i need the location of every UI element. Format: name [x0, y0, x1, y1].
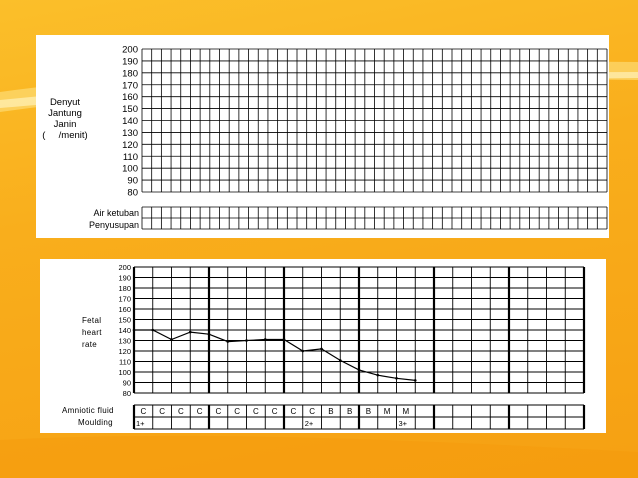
- amniotic-fluid-cell: C: [140, 407, 146, 416]
- fetal-heart-rate-point: [301, 349, 305, 353]
- amniotic-fluid-cell: C: [215, 407, 221, 416]
- top-ytick-label: 100: [122, 164, 138, 175]
- fetal-heart-rate-point: [320, 347, 323, 351]
- amniotic-fluid-cell: C: [309, 407, 315, 416]
- bottom-ylabel-line: rate: [82, 340, 97, 349]
- top-ytick-label: 120: [122, 140, 138, 151]
- bottom-ytick-label: 140: [118, 326, 131, 335]
- amniotic-fluid-cell: B: [347, 407, 352, 416]
- bottom-ytick-label: 170: [118, 295, 131, 304]
- fetal-heart-rate-point: [132, 328, 136, 332]
- bottom-ylabel-line: heart: [82, 328, 102, 337]
- bottom-ytick-label: 100: [118, 368, 131, 377]
- amniotic-fluid-cell: M: [403, 407, 410, 416]
- top-ytick-label: 130: [122, 128, 138, 139]
- top-chart-ylabel: Denyut Jantung Janin ( /menit): [38, 97, 92, 141]
- bottom-ytick-label: 190: [118, 274, 131, 283]
- top-ytick-label: 90: [127, 176, 138, 187]
- amniotic-fluid-cell: C: [197, 407, 203, 416]
- fetal-heart-rate-point: [151, 328, 155, 332]
- amniotic-fluid-cell: B: [328, 407, 333, 416]
- top-ytick-label: 190: [122, 56, 138, 67]
- top-ylabel-line: ( /menit): [42, 130, 88, 141]
- top-ytick-label: 140: [122, 116, 138, 127]
- fetal-heart-rate-point: [376, 373, 380, 377]
- fetal-heart-rate-point: [338, 359, 342, 362]
- fetal-heart-rate-point: [188, 330, 192, 334]
- bottom-chart-ylabel: Fetal heart rate: [82, 315, 102, 351]
- amniotic-fluid-cell: B: [366, 407, 371, 416]
- moulding-cell: 2+: [305, 419, 314, 428]
- top-ytick-label: 110: [123, 152, 138, 163]
- top-row-label-moulding: Penyusupan: [88, 220, 139, 230]
- amniotic-fluid-cell: C: [234, 407, 240, 416]
- top-chart-panel: 200 190 180 170 160 150 140 130 120 110 100 90 80 De…: [36, 35, 609, 238]
- top-ylabel-line: Denyut: [49, 97, 81, 108]
- fetal-heart-rate-point: [357, 368, 361, 372]
- amniotic-fluid-cell: C: [159, 407, 165, 416]
- moulding-cell: 1+: [136, 419, 145, 428]
- amniotic-fluid-cell: C: [253, 407, 259, 416]
- fetal-heart-rate-point: [395, 377, 398, 380]
- top-ytick-label: 200: [122, 45, 138, 56]
- top-ytick-label: 170: [122, 80, 138, 91]
- bottom-ytick-label: 200: [118, 263, 131, 272]
- bottom-ytick-label: 110: [119, 358, 131, 367]
- amniotic-fluid-cell: C: [290, 407, 296, 416]
- fetal-heart-rate-point: [263, 338, 267, 341]
- bottom-row-label-moulding: Moulding: [78, 418, 113, 427]
- fetal-heart-rate-line: [134, 329, 416, 381]
- bottom-row-label-amniotic: Amniotic fluid: [62, 406, 114, 415]
- bottom-ytick-label: 160: [118, 305, 131, 314]
- fetal-heart-rate-point: [226, 340, 230, 343]
- fetal-heart-rate-point: [207, 332, 211, 336]
- bottom-ytick-label: 180: [118, 284, 131, 293]
- fetal-heart-rate-point: [170, 338, 173, 341]
- bottom-ytick-label: 120: [118, 347, 131, 356]
- fetal-heart-rate-point: [245, 339, 248, 342]
- top-ylabel-line: Janin: [53, 119, 77, 130]
- fetal-heart-rate-point: [413, 379, 417, 382]
- top-ytick-label: 160: [122, 92, 138, 103]
- amniotic-fluid-cell: C: [178, 407, 184, 416]
- bottom-chart-panel: 200 190 180 170 160 150 140 130 120 110 100 90 80 C C C…: [40, 259, 606, 433]
- top-ytick-label: 150: [122, 104, 138, 115]
- bottom-ylabel-line: Fetal: [82, 316, 102, 325]
- amniotic-fluid-cell: C: [272, 407, 278, 416]
- top-ylabel-line: Jantung: [48, 108, 82, 119]
- moulding-cell: 3+: [399, 419, 408, 428]
- top-ytick-label: 180: [122, 68, 138, 79]
- top-ytick-label: 80: [127, 188, 138, 199]
- fetal-heart-rate-point: [282, 338, 286, 341]
- bottom-ytick-label: 90: [123, 379, 131, 388]
- bottom-ytick-label: 150: [118, 316, 131, 325]
- bottom-ytick-label: 80: [123, 389, 131, 398]
- top-row-label-amniotic: Air ketuban: [93, 208, 139, 218]
- amniotic-fluid-cell: M: [384, 407, 391, 416]
- bottom-ytick-label: 130: [118, 337, 131, 346]
